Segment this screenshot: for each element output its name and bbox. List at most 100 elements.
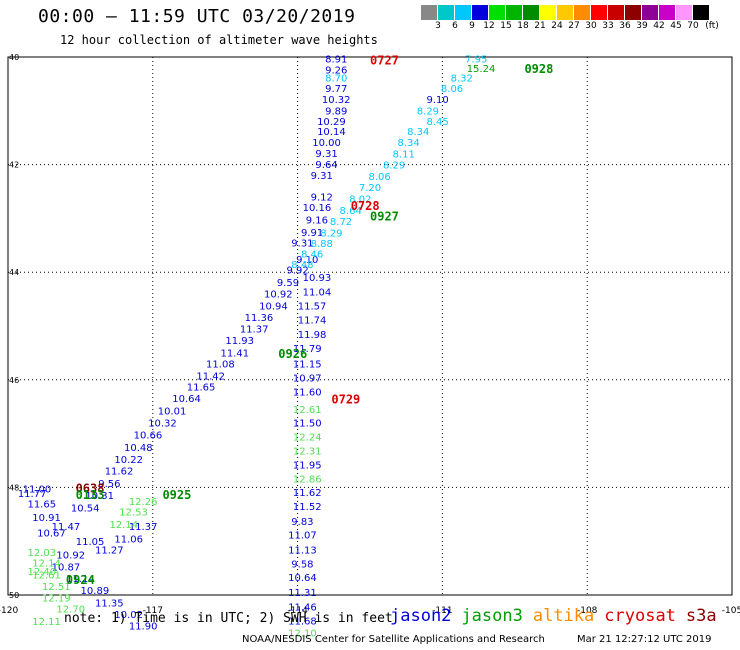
- data-point-label: 7.20: [359, 183, 381, 194]
- legend-swatch: [472, 5, 489, 20]
- data-point-label: 10.89: [81, 586, 110, 597]
- legend-label: 21: [534, 21, 546, 31]
- legend-labels: 3 6 9 12 15 18 21 24 27 30 33 36 39 42 45 70 (ft): [421, 20, 740, 34]
- data-point-label: 8.64: [340, 206, 362, 217]
- x-tick-label: -108: [577, 606, 598, 616]
- data-point-label: 11.27: [95, 545, 124, 556]
- data-point-label: 9.59: [277, 278, 299, 289]
- data-point-label: 10.87: [52, 562, 81, 573]
- data-point-label: 9.64: [315, 160, 337, 171]
- data-point-label: 12.31: [293, 446, 322, 457]
- data-point-label: 11.60: [293, 388, 322, 399]
- satellite-legend: jason2 jason3 altika cryosat s3a: [390, 606, 727, 626]
- legend-swatch: [489, 5, 506, 20]
- data-point-label: 10.91: [32, 513, 61, 524]
- data-point-label: 8.34: [397, 138, 419, 149]
- data-point-label: 12.03: [27, 548, 56, 559]
- pass-time-label: 0728: [351, 199, 380, 213]
- pass-time-label: 0925: [162, 488, 191, 502]
- data-point-label: 12.61: [293, 405, 322, 416]
- x-tick-label: -105: [722, 606, 740, 616]
- data-point-label: 11.95: [293, 460, 322, 471]
- data-point-label: 8.06: [369, 172, 391, 183]
- legend-label: 45: [670, 21, 682, 31]
- pass-time-label: 0924: [66, 573, 95, 587]
- satellite-name: jason3: [461, 606, 523, 626]
- chart-title: 00:00 – 11:59 UTC 03/20/2019: [38, 6, 356, 27]
- y-tick-label: 46: [9, 376, 19, 385]
- color-legend: 3 6 9 12 15 18 21 24 27 30 33 36 39 42 45 70 (ft): [421, 5, 740, 34]
- data-point-label: 11.77: [18, 489, 47, 500]
- data-point-label: 10.32: [148, 418, 177, 429]
- data-point-label: 11.90: [129, 622, 158, 633]
- data-point-label: 10.67: [37, 529, 66, 540]
- data-point-label: 12.14: [110, 520, 139, 531]
- data-point-label: 8.06: [441, 84, 463, 95]
- data-point-label: 8.11: [393, 149, 415, 160]
- data-point-label: 11.93: [225, 336, 254, 347]
- data-point-label: 8.29: [417, 106, 439, 117]
- data-point-label: 9.31: [291, 239, 313, 250]
- data-point-label: 10.16: [303, 203, 332, 214]
- credit-line: NOAA/NESDIS Center for Satellite Applica…: [242, 634, 545, 645]
- data-point-label: 11.15: [293, 360, 322, 371]
- data-point-label: 10.48: [124, 443, 153, 454]
- legend-swatch: [625, 5, 642, 20]
- legend-label: 6: [452, 21, 458, 31]
- data-point-label: 11.42: [196, 371, 225, 382]
- satellite-name: s3a: [685, 606, 717, 626]
- data-point-label: 8.29: [383, 161, 405, 172]
- data-point-label: 12.53: [119, 508, 148, 519]
- data-point-label: 9.31: [315, 149, 337, 160]
- legend-swatch: [693, 5, 710, 20]
- data-point-label: 8.72: [330, 217, 352, 228]
- legend-label: 30: [585, 21, 597, 31]
- legend-label: 36: [619, 21, 631, 31]
- data-point-label: 9.92: [286, 266, 308, 277]
- legend-swatch: [676, 5, 693, 20]
- data-point-label: 9.16: [306, 215, 328, 226]
- pass-time-label: 0133: [76, 488, 105, 502]
- data-point-label: 8.88: [311, 239, 333, 250]
- data-point-label: 9.58: [291, 559, 313, 570]
- pass-time-label: 0638: [76, 481, 105, 495]
- data-point-label: 11.36: [245, 313, 274, 324]
- x-tick-label: -114: [287, 606, 308, 616]
- footer-note: note: 1) Time is in UTC; 2) SWH is in fe…: [64, 611, 393, 626]
- data-point-label: 10.94: [259, 302, 288, 313]
- data-point-label: 10.14: [317, 127, 346, 138]
- data-point-label: 11.50: [293, 418, 322, 429]
- data-point-label: 9.89: [325, 106, 347, 117]
- data-point-label: 11.57: [298, 302, 327, 313]
- data-point-label: 10.22: [114, 455, 143, 466]
- legend-swatch: [455, 5, 472, 20]
- legend-label: 12: [483, 21, 495, 31]
- legend-label: 42: [653, 21, 665, 31]
- data-point-label: 11.13: [288, 545, 317, 556]
- data-point-label: 11.31: [288, 588, 317, 599]
- legend-unit: (ft): [705, 21, 719, 31]
- data-point-label: 11.00: [23, 484, 52, 495]
- plot-frame: [7, 56, 733, 596]
- legend-swatch: [608, 5, 625, 20]
- data-point-label: 8.32: [451, 73, 473, 84]
- legend-swatch: [506, 5, 523, 20]
- legend-label: 3: [435, 21, 441, 31]
- legend-swatch: [540, 5, 557, 20]
- data-point-label: 12.70: [56, 604, 85, 615]
- legend-label: 70: [687, 21, 699, 31]
- legend-label: 33: [602, 21, 614, 31]
- data-point-label: 12.11: [32, 617, 61, 628]
- y-tick-label: 50: [9, 591, 19, 600]
- x-tick-label: -117: [143, 606, 163, 616]
- data-point-label: 12.61: [32, 571, 61, 582]
- data-point-label: 9.31: [311, 171, 333, 182]
- data-point-label: 12.14: [32, 559, 61, 570]
- data-point-label: 11.52: [293, 502, 322, 513]
- data-point-label: 11.98: [298, 330, 327, 341]
- data-point-label: 11.65: [27, 500, 56, 511]
- data-point-label: 10.93: [303, 273, 332, 284]
- legend-swatch: [642, 5, 659, 20]
- legend-swatches: [421, 5, 740, 20]
- data-point-label: 11.62: [105, 467, 134, 478]
